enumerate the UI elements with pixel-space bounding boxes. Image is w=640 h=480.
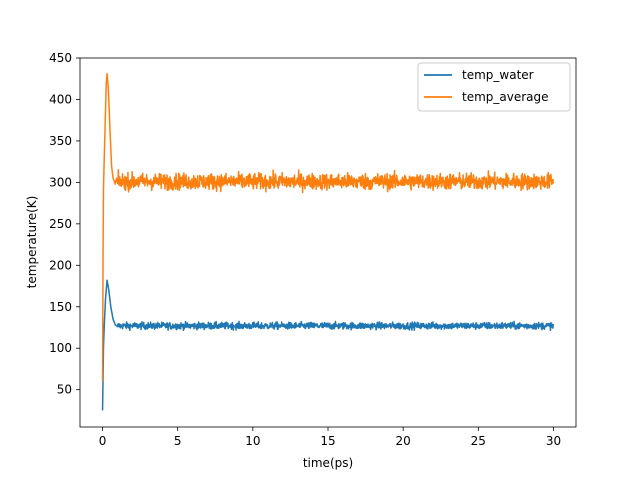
y-tick-label: 150 [49,300,72,314]
series-line-temp-water [101,279,555,411]
y-tick-label: 200 [49,258,72,272]
x-tick-label: 10 [245,434,260,448]
x-tick-label: 25 [471,434,486,448]
legend-entry-label: temp_average [462,90,549,104]
y-axis-label: temperature(K) [25,196,39,289]
x-tick-label: 5 [174,434,182,448]
x-axis-ticks: 0 5 10 15 20 25 30 [99,427,561,448]
series-line-temp-average [101,73,555,382]
y-tick-label: 100 [49,341,72,355]
x-tick-label: 0 [99,434,107,448]
y-tick-label: 400 [49,92,72,106]
x-tick-label: 15 [320,434,335,448]
plot-lines [101,73,555,411]
x-tick-label: 30 [546,434,561,448]
x-tick-label: 20 [396,434,411,448]
y-tick-label: 350 [49,134,72,148]
x-axis-label: time(ps) [303,456,353,470]
legend: temp_water temp_average [417,62,571,112]
y-tick-label: 450 [49,51,72,65]
legend-box [417,62,571,112]
legend-entry-label: temp_water [462,68,534,82]
y-tick-label: 300 [49,175,72,189]
y-tick-label: 50 [57,383,72,397]
y-tick-label: 250 [49,217,72,231]
y-axis-ticks: 50 100 150 200 250 300 350 400 450 [49,51,80,397]
